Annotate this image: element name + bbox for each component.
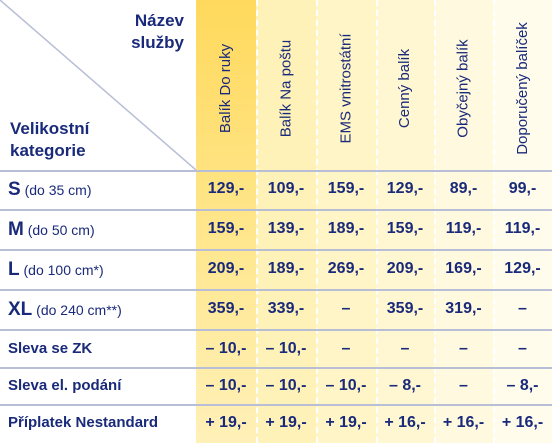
row-divider xyxy=(0,170,552,172)
price-cell: 159,- xyxy=(327,180,365,197)
service-name-header-line1: Název xyxy=(134,11,184,30)
price-cell: – 8,- xyxy=(388,377,421,394)
column-bg-5 xyxy=(434,0,493,443)
column-bg-2 xyxy=(256,0,316,443)
size-category-header-line2: kategorie xyxy=(10,141,86,160)
price-cell: – 10,- xyxy=(205,340,247,357)
price-cell: – xyxy=(459,377,468,394)
price-cell: 129,- xyxy=(504,260,541,277)
header-diagonal xyxy=(0,0,196,170)
service-label: EMS vnitrostátní xyxy=(337,32,355,144)
row-title: Sleva se ZK xyxy=(8,340,93,357)
column-bg-3 xyxy=(316,0,376,443)
service-label: Obyčejný balík xyxy=(455,38,473,138)
column-bg-1 xyxy=(196,0,256,443)
price-cell: + 16,- xyxy=(442,414,485,431)
price-cell: 139,- xyxy=(267,220,305,237)
price-cell: – xyxy=(341,340,351,357)
price-cell: + 19,- xyxy=(265,414,307,431)
price-cell: 359,- xyxy=(207,300,245,317)
price-cell: 129,- xyxy=(207,180,245,197)
price-cell: 209,- xyxy=(207,260,245,277)
price-cell: 89,- xyxy=(449,180,478,197)
row-label-e-submission-discount: Sleva el. podání xyxy=(8,377,121,394)
price-cell: 109,- xyxy=(267,180,305,197)
price-cell: 159,- xyxy=(207,220,245,237)
service-header-3: EMS vnitrostátní xyxy=(316,8,376,168)
row-label-l: L (do 100 cm*) xyxy=(8,259,104,281)
price-cell: – xyxy=(518,340,527,357)
price-cell: 319,- xyxy=(445,300,482,317)
column-bg-4 xyxy=(376,0,434,443)
column-divider xyxy=(434,0,436,443)
row-label-nonstandard-surcharge: Příplatek Nestandard xyxy=(8,414,158,431)
price-cell: + 16,- xyxy=(501,414,544,431)
column-divider xyxy=(316,0,318,443)
size-code: S xyxy=(8,179,21,200)
price-cell: – 10,- xyxy=(205,377,247,394)
price-cell: – xyxy=(459,340,468,357)
row-label-zk-discount: Sleva se ZK xyxy=(8,340,92,357)
price-cell: + 16,- xyxy=(384,414,426,431)
row-label-m: M (do 50 cm) xyxy=(8,219,95,241)
size-category-header: Velikostní kategorie xyxy=(10,118,89,162)
row-label-xl: XL (do 240 cm**) xyxy=(8,299,122,321)
row-divider xyxy=(0,367,552,369)
service-header-4: Cenný balík xyxy=(376,8,434,168)
price-cell: 339,- xyxy=(267,300,305,317)
size-category-header-line1: Velikostní xyxy=(10,119,90,138)
size-detail: (do 50 cm) xyxy=(27,222,95,238)
size-detail: (do 35 cm) xyxy=(24,182,92,198)
price-cell: 189,- xyxy=(327,220,365,237)
service-header-2: Balík Na poštu xyxy=(256,8,316,168)
price-cell: – 10,- xyxy=(265,377,307,394)
row-divider xyxy=(0,289,552,291)
price-cell: 129,- xyxy=(386,180,424,197)
service-label: Balík Do ruky xyxy=(217,43,235,133)
price-cell: 169,- xyxy=(445,260,482,277)
column-divider xyxy=(493,0,495,443)
price-cell: 99,- xyxy=(508,180,537,197)
price-cell: – xyxy=(400,340,410,357)
size-detail: (do 240 cm**) xyxy=(36,302,122,318)
service-label: Doporučený balíček xyxy=(514,21,532,155)
row-divider xyxy=(0,329,552,331)
price-cell: 119,- xyxy=(445,220,482,237)
price-cell: + 19,- xyxy=(325,414,367,431)
size-code: M xyxy=(8,219,24,240)
row-divider xyxy=(0,404,552,406)
price-cell: 359,- xyxy=(386,300,424,317)
row-title: Příplatek Nestandard xyxy=(8,414,159,431)
row-label-s: S (do 35 cm) xyxy=(8,179,92,201)
service-header-1: Balík Do ruky xyxy=(196,8,256,168)
price-cell: 269,- xyxy=(327,260,365,277)
price-cell: – 10,- xyxy=(325,377,367,394)
service-label: Balík Na poštu xyxy=(277,39,295,137)
service-name-header: Název služby xyxy=(131,10,184,54)
column-bg-6 xyxy=(493,0,552,443)
service-label: Cenný balík xyxy=(396,48,414,128)
price-cell: + 19,- xyxy=(205,414,247,431)
row-title: Sleva el. podání xyxy=(8,377,122,394)
size-detail: (do 100 cm*) xyxy=(23,262,104,278)
price-cell: 189,- xyxy=(267,260,305,277)
service-name-header-line2: služby xyxy=(131,33,184,52)
service-header-5: Obyčejný balík xyxy=(434,8,493,168)
row-divider xyxy=(0,249,552,251)
column-divider xyxy=(376,0,378,443)
price-cell: 209,- xyxy=(386,260,424,277)
price-cell: 119,- xyxy=(504,220,541,237)
price-cell: – xyxy=(518,300,527,317)
size-code: XL xyxy=(8,299,33,320)
price-cell: – xyxy=(341,300,351,317)
price-cell: 159,- xyxy=(386,220,424,237)
column-divider xyxy=(256,0,258,443)
price-cell: – 8,- xyxy=(506,377,539,394)
row-divider xyxy=(0,209,552,211)
service-header-6: Doporučený balíček xyxy=(493,8,552,168)
size-code: L xyxy=(8,259,20,280)
price-cell: – 10,- xyxy=(265,340,307,357)
